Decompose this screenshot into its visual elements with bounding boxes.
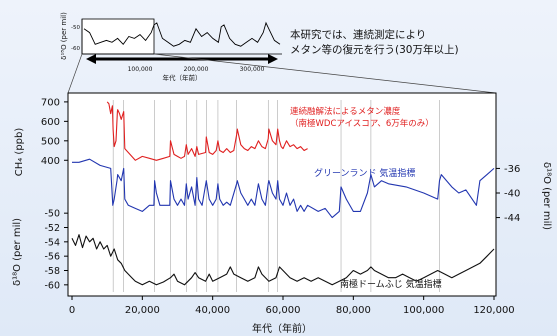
inset-x-tick-label: 200,000 bbox=[184, 66, 209, 73]
greenland-tick-label: -44 bbox=[504, 213, 520, 224]
antarctic-axis-label: δ¹⁸O (per mil) bbox=[12, 218, 23, 286]
inset-panel: δ¹⁸O (per mil) -50 -60 100,000 200,000 300… bbox=[60, 12, 282, 82]
ch4-series-line bbox=[106, 101, 308, 161]
ch4-tick-label: 400 bbox=[41, 156, 60, 167]
x-tick-label: 60,000 bbox=[266, 305, 301, 316]
antarctic-tick-label: -58 bbox=[44, 266, 60, 277]
antarctic-tick-label: -56 bbox=[44, 252, 60, 263]
zoom-connector-right bbox=[153, 53, 497, 94]
ch4-axis-label: CH₄ (ppb) bbox=[14, 128, 25, 177]
greenland-tick-label: -36 bbox=[504, 164, 520, 175]
ch4-series-label-2: （南極WDCアイスコア、6万年のみ） bbox=[290, 118, 434, 129]
greenland-axis: -36 -40 -44 bbox=[496, 164, 520, 224]
inset-highlight bbox=[81, 18, 155, 55]
x-tick-label: 40,000 bbox=[195, 305, 230, 316]
antarctic-tick-label: -60 bbox=[44, 280, 60, 291]
greenland-tick-label: -40 bbox=[504, 189, 520, 200]
ch4-tick-label: 600 bbox=[41, 117, 60, 128]
antarctic-axis: -50 -52 -54 -56 -58 -60 bbox=[44, 209, 68, 291]
x-tick-label: 120,000 bbox=[473, 305, 514, 316]
greenland-axis-label: δ¹⁸O (per mil) bbox=[541, 162, 552, 230]
annotation-line-2: メタン等の復元を行う(30万年以上) bbox=[290, 43, 459, 56]
antarctic-tick-label: -50 bbox=[44, 209, 60, 220]
ch4-series-label-1: 連続融解法によるメタン濃度 bbox=[290, 106, 401, 117]
x-axis-label: 年代（年前） bbox=[252, 322, 312, 335]
inset-arrow-right-head bbox=[268, 54, 278, 64]
ch4-tick-label: 500 bbox=[41, 136, 60, 147]
x-tick-label: 80,000 bbox=[336, 305, 371, 316]
inset-range-arrow bbox=[86, 54, 278, 64]
inset-y-label: δ¹⁸O (per mil) bbox=[60, 12, 68, 60]
inset-axes bbox=[81, 19, 282, 55]
inset-x-ticks: 100,000 200,000 300,000 bbox=[128, 66, 265, 73]
zoom-connector-left bbox=[67, 53, 83, 94]
antarctic-tick-label: -52 bbox=[44, 223, 60, 234]
antarctic-series-label: 南極ドームふじ 気温指標 bbox=[340, 278, 442, 290]
ch4-tick-label: 700 bbox=[41, 97, 60, 108]
greenland-series-label: グリーンランド 気温指標 bbox=[314, 167, 415, 179]
inset-y-tick-label: -60 bbox=[71, 46, 80, 52]
antarctic-series-line bbox=[71, 234, 495, 286]
inset-y-tick-label: -50 bbox=[71, 25, 80, 31]
inset-x-label: 年代（年前） bbox=[163, 73, 202, 82]
antarctic-tick-label: -54 bbox=[44, 237, 60, 248]
inset-x-tick-label: 100,000 bbox=[128, 66, 153, 73]
x-tick-label: 0 bbox=[69, 305, 75, 316]
x-tick-label: 100,000 bbox=[403, 305, 444, 316]
inset-arrow-left-head bbox=[86, 54, 96, 64]
main-plot-area bbox=[67, 92, 497, 297]
x-tick-label: 20,000 bbox=[125, 305, 160, 316]
inset-series-line bbox=[83, 21, 281, 47]
x-axis: 0 20,000 40,000 60,000 80,000 100,000 120,000 bbox=[69, 296, 515, 316]
annotation-line-1: 本研究では、連続測定により bbox=[290, 28, 426, 41]
ch4-axis: 700 600 500 400 bbox=[41, 97, 69, 170]
inset-x-tick-label: 300,000 bbox=[240, 66, 265, 73]
greenland-series-line bbox=[72, 158, 495, 219]
